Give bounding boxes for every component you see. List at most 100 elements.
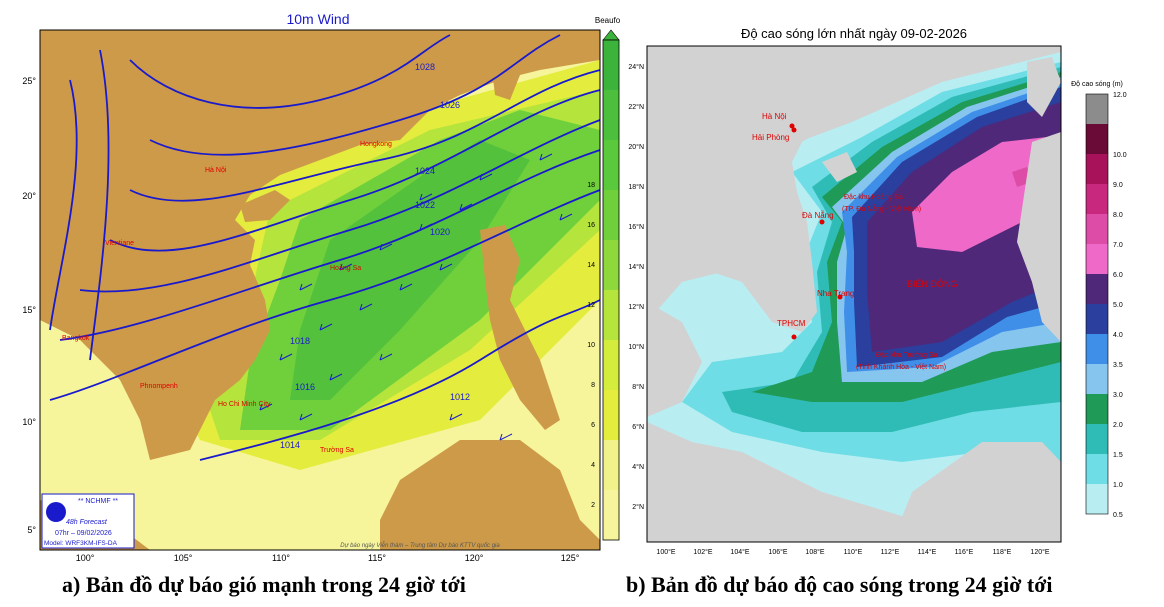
lat-label: 22°N (628, 103, 644, 111)
wind-map-frame (39, 29, 601, 551)
place-label: Vientiane (105, 240, 134, 247)
colorbar-tick: 10.0 (1113, 152, 1127, 159)
lon-label: 120°E (1030, 548, 1049, 556)
place-label: Đà Nẵng (802, 211, 834, 220)
place-label: Nha Trang (817, 289, 854, 298)
colorbar-tick: 5.0 (1113, 302, 1123, 309)
place-label: Hà Nội (205, 167, 227, 174)
gulf-of-thailand (40, 360, 120, 500)
malay-land (647, 302, 702, 417)
lon-label: 110°E (844, 548, 863, 556)
hainan-land (822, 152, 857, 182)
lat-label: 24°N (628, 63, 644, 71)
wave-map-title: Độ cao sóng lớn nhất ngày 09-02-2026 (741, 26, 967, 41)
sea-name: BIỂN ĐÔNG (907, 278, 958, 289)
wave-lat-labels: 24°N 22°N 20°N 18°N 16°N 14°N 12°N 10°N … (628, 63, 644, 511)
lon-label: 118°E (993, 548, 1012, 556)
wave-map-places: Hà Nội Hải Phòng Đà Nẵng Nha Trang TPHCM… (752, 112, 958, 371)
lon-label: 120° (465, 553, 484, 563)
colorbar-tick: 3.5 (1113, 362, 1123, 369)
lon-label: 125° (561, 553, 580, 563)
isobar-label: 1022 (415, 200, 435, 210)
colorbar-tick: 16 (587, 222, 595, 229)
isobar-labels: 1014 1016 1018 1020 1022 1024 1026 1028 … (280, 62, 470, 450)
lat-label: 20° (22, 191, 36, 201)
colorbar-tick: 9.0 (1113, 182, 1123, 189)
wave-map-frame (646, 45, 1062, 543)
colorbar-tick: 7.0 (1113, 242, 1123, 249)
isobar-label: 1024 (415, 166, 435, 176)
wind-map-panel: 10m Wind 1014 1016 1018 1020 1022 1024 1… (0, 0, 626, 565)
isobar-label: 1012 (450, 392, 470, 402)
lat-label: 10°N (628, 343, 644, 351)
place-label: Ho Chi Minh City (218, 401, 271, 408)
wave-colorbar-title: Độ cao sóng (m) (1071, 81, 1123, 88)
wind-map-credit: Dự báo ngày Viễn thám – Trung tâm Dự báo… (340, 542, 500, 549)
colorbar-tick: 10 (587, 342, 595, 349)
wind-barbs (259, 153, 573, 441)
wind-map-places: Hongkong Hà Nội Vientiane Hoàng Sa Bangk… (62, 141, 392, 454)
colorbar-tick: 6 (591, 422, 595, 429)
colorbar-tick: 1.0 (1113, 482, 1123, 489)
wind-map-title: 10m Wind (286, 11, 349, 27)
archipelago-label: Đặc khu Trường Sa (876, 352, 938, 359)
lat-label: 15° (22, 305, 36, 315)
lat-label: 10° (22, 417, 36, 427)
place-label: TPHCM (777, 319, 806, 328)
isobar-lines (49, 34, 601, 461)
wind-lat-labels: 25° 20° 15° 10° 5° (22, 76, 36, 535)
lon-label: 114°E (918, 548, 937, 556)
philippines-land (1017, 132, 1061, 342)
nchmf-logo-text: ** NCHMF ** (78, 498, 118, 505)
wave-map-panel: Độ cao sóng lớn nhất ngày 09-02-2026 Hà … (622, 22, 1164, 565)
lat-label: 14°N (628, 263, 644, 271)
colorbar-tick: 12 (587, 302, 595, 309)
lon-label: 115° (368, 553, 386, 563)
colorbar-tick: 14 (587, 262, 595, 269)
place-label: Hải Phòng (752, 133, 789, 142)
lat-label: 16°N (628, 223, 644, 231)
isobar-label: 1018 (290, 336, 310, 346)
lon-label: 112°E (881, 548, 900, 556)
colorbar-tick: 4.0 (1113, 332, 1123, 339)
archipelago-label: Đặc khu Hoàng Sa (844, 194, 903, 201)
lon-label: 104°E (730, 548, 749, 556)
wind-colorbar (602, 39, 620, 541)
lon-label: 100°E (656, 548, 675, 556)
isobar-label: 1016 (295, 382, 315, 392)
wind-map: 10m Wind 1014 1016 1018 1020 1022 1024 1… (22, 11, 626, 563)
lat-label: 6°N (632, 423, 644, 431)
borneo-land (892, 442, 1061, 542)
wave-zone-60 (912, 137, 1052, 252)
lat-label: 20°N (628, 143, 644, 151)
lon-label: 106°E (768, 548, 787, 556)
caption-wave-map: b) Bản đồ dự báo độ cao sóng trong 24 gi… (626, 572, 1053, 597)
forecast-line: Model: WRF3KM-IFS-DA (44, 540, 118, 547)
place-label: Hongkong (360, 141, 392, 148)
wind-lon-labels: 100° 105° 110° 115° 120° 125° (76, 553, 580, 563)
taiwan-island (492, 60, 520, 100)
place-label: Hà Nội (762, 112, 787, 121)
lat-label: 25° (22, 76, 36, 86)
lon-label: 105° (174, 553, 193, 563)
taiwan-land (1027, 57, 1061, 117)
lat-label: 2°N (632, 503, 644, 511)
forecast-line: 48h Forecast (66, 519, 108, 526)
philippines-land (480, 225, 560, 430)
hainan-island (240, 190, 290, 222)
colorbar-tick: 8 (591, 382, 595, 389)
lon-label: 108°E (805, 548, 824, 556)
isobar-label: 1026 (440, 100, 460, 110)
colorbar-tick: 2 (591, 502, 595, 509)
borneo-land (380, 440, 600, 550)
archipelago-label: (TP. Đà Nẵng - Việt Nam) (842, 204, 921, 213)
wave-map: Độ cao sóng lớn nhất ngày 09-02-2026 Hà … (628, 26, 1127, 556)
place-label: Trường Sa (320, 447, 354, 454)
place-label: Phnompenh (140, 383, 178, 390)
forecast-line: 07hr – 09/02/2026 (55, 530, 112, 537)
lon-label: 100° (76, 553, 95, 563)
lat-label: 8°N (632, 383, 644, 391)
caption-wind-map: a) Bản đồ dự báo gió mạnh trong 24 giờ t… (62, 572, 466, 597)
lat-label: 4°N (632, 463, 644, 471)
colorbar-tick: 1.5 (1113, 452, 1123, 459)
